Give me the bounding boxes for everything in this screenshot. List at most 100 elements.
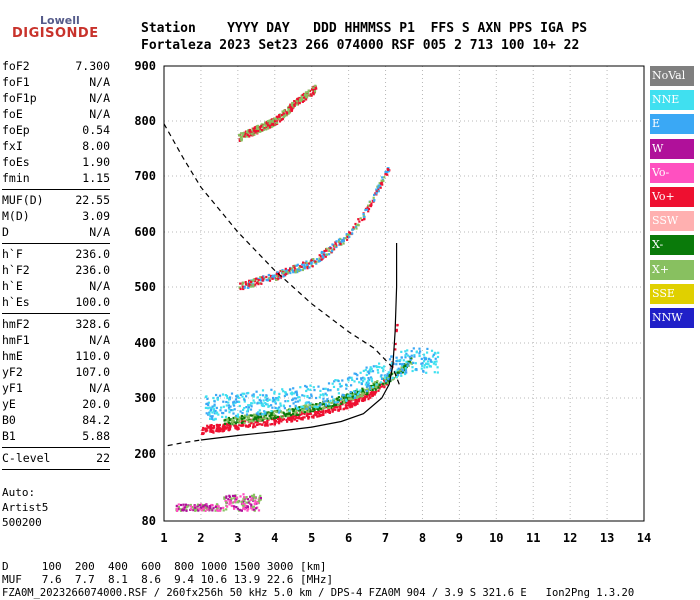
echo-point: [255, 412, 258, 415]
echo-point: [400, 368, 403, 371]
echo-point: [358, 393, 361, 396]
echo-point: [430, 349, 434, 352]
echo-point: [253, 127, 256, 130]
echo-point: [437, 351, 440, 354]
param-name: foE: [2, 107, 23, 121]
echo-point: [294, 410, 297, 413]
echo-point: [252, 423, 255, 426]
echo-point: [267, 274, 270, 277]
param-row: yF2 107.0: [2, 364, 110, 380]
echo-point: [355, 226, 358, 229]
param-name: hmF1: [2, 333, 30, 347]
param-value: 3.09: [82, 209, 110, 223]
autoscaling-label: Auto:: [2, 486, 36, 499]
echo-point: [368, 372, 371, 375]
echo-point: [384, 375, 387, 378]
echo-point: [234, 398, 238, 401]
echo-point: [266, 120, 269, 123]
echo-point: [422, 360, 426, 363]
echo-point: [284, 391, 287, 394]
echo-point: [249, 404, 252, 407]
echo-point: [202, 432, 205, 435]
echo-point: [214, 412, 218, 415]
echo-point: [228, 418, 231, 422]
echo-point: [256, 128, 259, 131]
echo-point: [261, 419, 264, 422]
echo-point: [317, 385, 320, 388]
echo-point: [199, 503, 202, 506]
echo-point: [219, 509, 222, 512]
echo-point: [254, 283, 257, 286]
echo-point: [225, 423, 228, 426]
echo-point: [376, 365, 379, 368]
echo-point: [421, 362, 424, 365]
param-name: h`F: [2, 247, 23, 261]
echo-point: [302, 416, 305, 419]
echo-point: [403, 369, 406, 372]
echo-point: [363, 399, 366, 402]
echo-point: [303, 411, 306, 414]
echo-point: [241, 392, 244, 395]
echo-point: [426, 347, 429, 350]
echo-point: [381, 176, 384, 179]
echo-point: [182, 503, 185, 506]
echo-point: [254, 414, 257, 417]
echo-point: [295, 269, 298, 272]
echo-point: [257, 277, 260, 280]
echo-point: [215, 427, 218, 430]
legend-item-vominus: Vo-: [650, 162, 694, 183]
echo-point: [246, 130, 249, 133]
echo-point: [316, 406, 319, 409]
echo-point: [404, 371, 407, 374]
echo-point: [266, 124, 269, 127]
echo-point: [250, 503, 253, 506]
param-name: foEp: [2, 123, 30, 137]
echo-point: [252, 127, 255, 130]
echo-point: [396, 373, 400, 376]
echo-point: [404, 350, 407, 353]
echo-point: [278, 118, 281, 121]
echo-point: [395, 360, 398, 363]
echo-point: [270, 414, 273, 417]
x-tick-label: 8: [419, 531, 426, 545]
echo-point: [250, 507, 253, 510]
echo-point: [305, 404, 308, 407]
echo-point: [292, 402, 295, 405]
echo-point: [242, 408, 245, 411]
echo-point: [214, 418, 217, 421]
echo-point: [279, 415, 283, 418]
echo-point: [209, 430, 212, 433]
echo-point: [404, 354, 407, 357]
echo-point: [231, 501, 234, 504]
echo-point: [293, 266, 296, 269]
echo-point: [236, 426, 239, 429]
param-name: foEs: [2, 155, 30, 169]
echo-point: [334, 398, 337, 401]
param-name: yF1: [2, 381, 23, 395]
echo-point: [370, 367, 373, 370]
echo-point: [234, 501, 237, 504]
echo-point: [256, 124, 260, 127]
echo-point: [293, 412, 297, 415]
echo-point: [249, 408, 253, 411]
echo-point: [222, 400, 225, 403]
echo-point: [184, 503, 187, 506]
echo-point: [311, 91, 314, 94]
param-row: hmF2 328.6: [2, 316, 110, 332]
echo-point: [274, 277, 277, 280]
echo-point: [377, 188, 380, 191]
echo-point: [274, 416, 277, 419]
echo-point: [282, 112, 285, 115]
echo-point: [253, 131, 256, 134]
echo-point: [252, 418, 255, 421]
echo-point: [238, 400, 241, 403]
echo-point: [222, 405, 225, 408]
echo-point: [266, 403, 269, 406]
echo-point: [243, 500, 246, 503]
echo-point: [217, 413, 220, 416]
echo-point: [366, 388, 369, 391]
echo-point: [368, 387, 371, 390]
echo-point: [378, 184, 381, 187]
echo-point: [254, 280, 257, 283]
echo-point: [227, 421, 231, 424]
